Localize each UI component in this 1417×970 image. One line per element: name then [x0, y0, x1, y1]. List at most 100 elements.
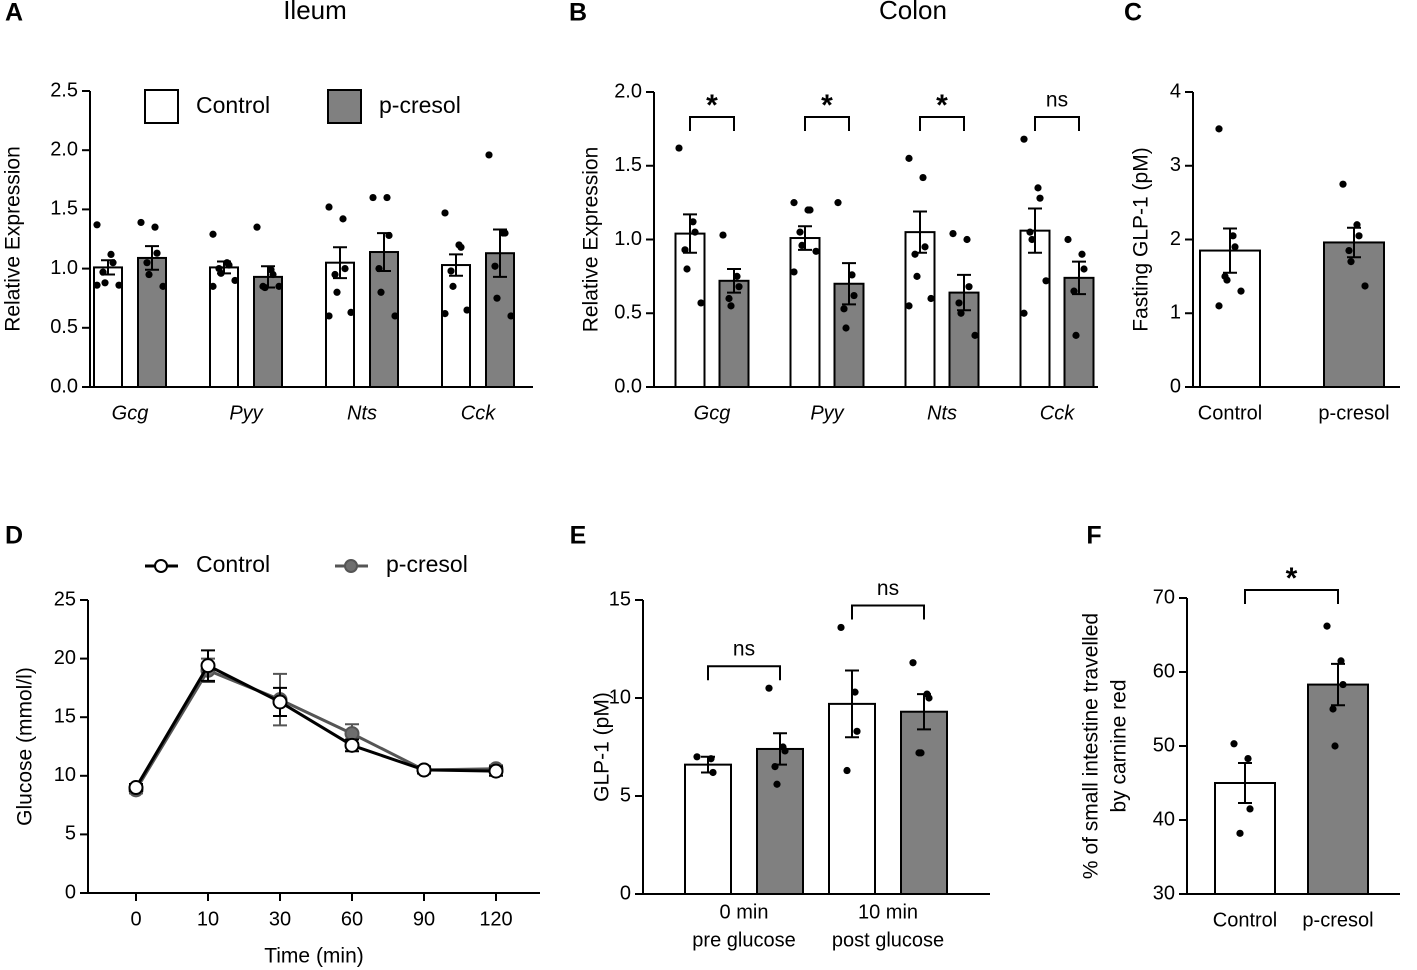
data-point: [347, 308, 355, 317]
data-point: [463, 306, 471, 314]
bar: [137, 256, 167, 388]
y-tick-label: 20: [54, 647, 76, 669]
data-point: [840, 305, 848, 313]
data-point: [927, 294, 935, 303]
data-point: [1020, 309, 1028, 317]
data-point: [269, 270, 277, 279]
data-point: [225, 261, 233, 269]
data-point: [1078, 250, 1086, 258]
y-tick-label: 0.0: [614, 375, 642, 397]
data-point: [796, 228, 804, 236]
data-point: [853, 727, 861, 735]
y-tick-label: 2.5: [50, 79, 78, 101]
data-point: [1080, 265, 1088, 273]
data-point: [333, 288, 341, 296]
x-tick-label: Gcg: [694, 402, 731, 424]
data-point: [790, 199, 798, 207]
y-tick-label: 0.0: [50, 375, 78, 397]
y-tick-label: 15: [54, 705, 76, 727]
data-point: [107, 250, 115, 258]
significance-bracket: [1034, 116, 1080, 131]
data-point: [501, 229, 509, 237]
y-tick-label: 0.5: [50, 316, 78, 338]
data-point: [115, 281, 123, 289]
y-tick-label: 4: [1170, 80, 1181, 102]
data-point: [1042, 277, 1050, 285]
data-point: [325, 312, 333, 320]
data-point: [905, 154, 913, 162]
data-point: [925, 694, 933, 702]
data-point: [834, 199, 842, 207]
data-point: [128, 780, 144, 796]
bar: [1019, 229, 1051, 388]
y-tick-label: 50: [1153, 734, 1175, 756]
y-tick-label: 5: [65, 823, 76, 845]
data-point: [921, 243, 929, 251]
panel-title: Ileum: [283, 0, 347, 25]
x-axis-label: Time (min): [264, 945, 364, 968]
bar: [904, 231, 936, 388]
data-point: [137, 218, 145, 227]
data-point: [109, 259, 117, 267]
significance-label: *: [936, 89, 948, 122]
legend-label: Control: [196, 92, 270, 118]
data-point: [369, 193, 377, 202]
data-point: [493, 294, 501, 302]
x-tick-label: 10: [197, 908, 219, 930]
data-point: [790, 268, 798, 276]
significance-bracket: [707, 665, 781, 681]
y-tick-label: 0: [65, 881, 76, 903]
y-tick-label: 0.5: [614, 302, 642, 324]
y-tick-label: 70: [1153, 586, 1175, 608]
error-bar: [449, 253, 463, 277]
data-point: [339, 215, 347, 223]
data-point: [253, 223, 261, 231]
bar: [789, 237, 821, 388]
data-point: [151, 223, 159, 231]
y-tick-label: 1.0: [614, 228, 642, 250]
data-point: [727, 302, 735, 310]
data-point: [733, 272, 741, 280]
x-tick-label: Control: [1198, 402, 1262, 424]
error-bar: [1238, 762, 1252, 804]
data-point: [261, 283, 269, 292]
significance-label: ns: [877, 577, 899, 600]
x-tick-label: p-cresol: [1318, 402, 1389, 424]
data-point: [325, 203, 333, 211]
legend-label: p-cresol: [379, 92, 461, 118]
data-point: [812, 247, 820, 255]
data-point: [913, 272, 921, 280]
data-point: [153, 249, 161, 257]
bar: [1307, 683, 1369, 896]
x-tick-label: Control: [1213, 909, 1277, 931]
y-tick-label: 1: [1170, 302, 1181, 324]
data-point: [217, 269, 225, 277]
data-point: [99, 268, 107, 276]
data-point: [1223, 276, 1231, 284]
data-point: [507, 312, 515, 320]
error-bar: [1028, 207, 1042, 254]
data-point: [485, 151, 493, 159]
y-axis-label: Relative Expression: [2, 146, 25, 332]
data-point: [1028, 235, 1036, 244]
data-point: [843, 766, 851, 775]
significance-bracket: [1244, 589, 1339, 604]
data-point: [383, 193, 391, 202]
legend-swatch: [154, 559, 168, 573]
data-point: [272, 694, 288, 710]
data-point: [447, 267, 455, 275]
y-tick-label: 2: [1170, 228, 1181, 250]
data-point: [491, 262, 499, 270]
y-tick-label: 3: [1170, 154, 1181, 176]
y-tick-label: 2.0: [614, 80, 642, 102]
x-tick-label: Cck: [461, 402, 496, 424]
data-point: [919, 173, 927, 182]
significance-bracket: [689, 116, 735, 131]
y-tick-label: 40: [1153, 808, 1175, 830]
panel-label: E: [570, 522, 587, 550]
panel-label: F: [1086, 522, 1101, 550]
bar: [369, 251, 399, 388]
x-tick-label: Nts: [927, 402, 957, 424]
data-point: [101, 279, 109, 287]
